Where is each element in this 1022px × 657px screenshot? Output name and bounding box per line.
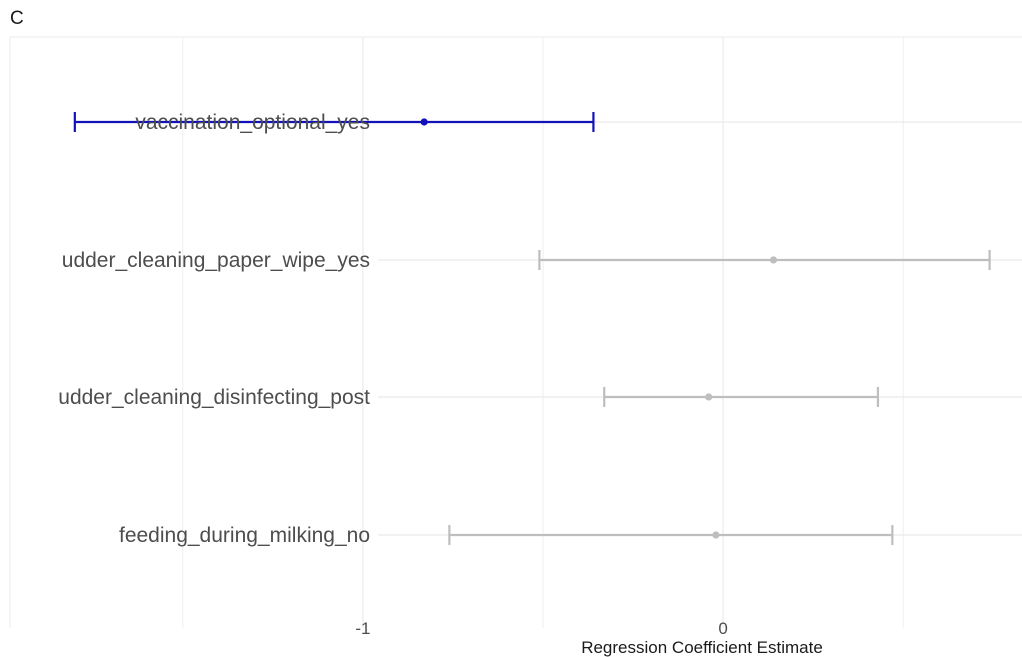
- category-label: udder_cleaning_paper_wipe_yes: [62, 249, 370, 272]
- x-axis-title: Regression Coefficient Estimate: [581, 638, 823, 657]
- label-layer: vaccination_optional_yes udder_cleaning_p…: [58, 111, 728, 638]
- x-tick-label: 0: [718, 619, 727, 638]
- x-tick-label: -1: [355, 619, 370, 638]
- category-label: feeding_during_milking_no: [119, 524, 370, 547]
- panel-label: C: [10, 8, 24, 29]
- category-label: vaccination_optional_yes: [135, 111, 370, 134]
- marks-layer: [73, 112, 991, 545]
- estimate-point: [712, 531, 720, 539]
- estimate-point: [705, 393, 713, 401]
- estimate-point: [769, 256, 778, 264]
- category-label: udder_cleaning_disinfecting_post: [58, 386, 370, 409]
- estimate-point: [420, 118, 428, 126]
